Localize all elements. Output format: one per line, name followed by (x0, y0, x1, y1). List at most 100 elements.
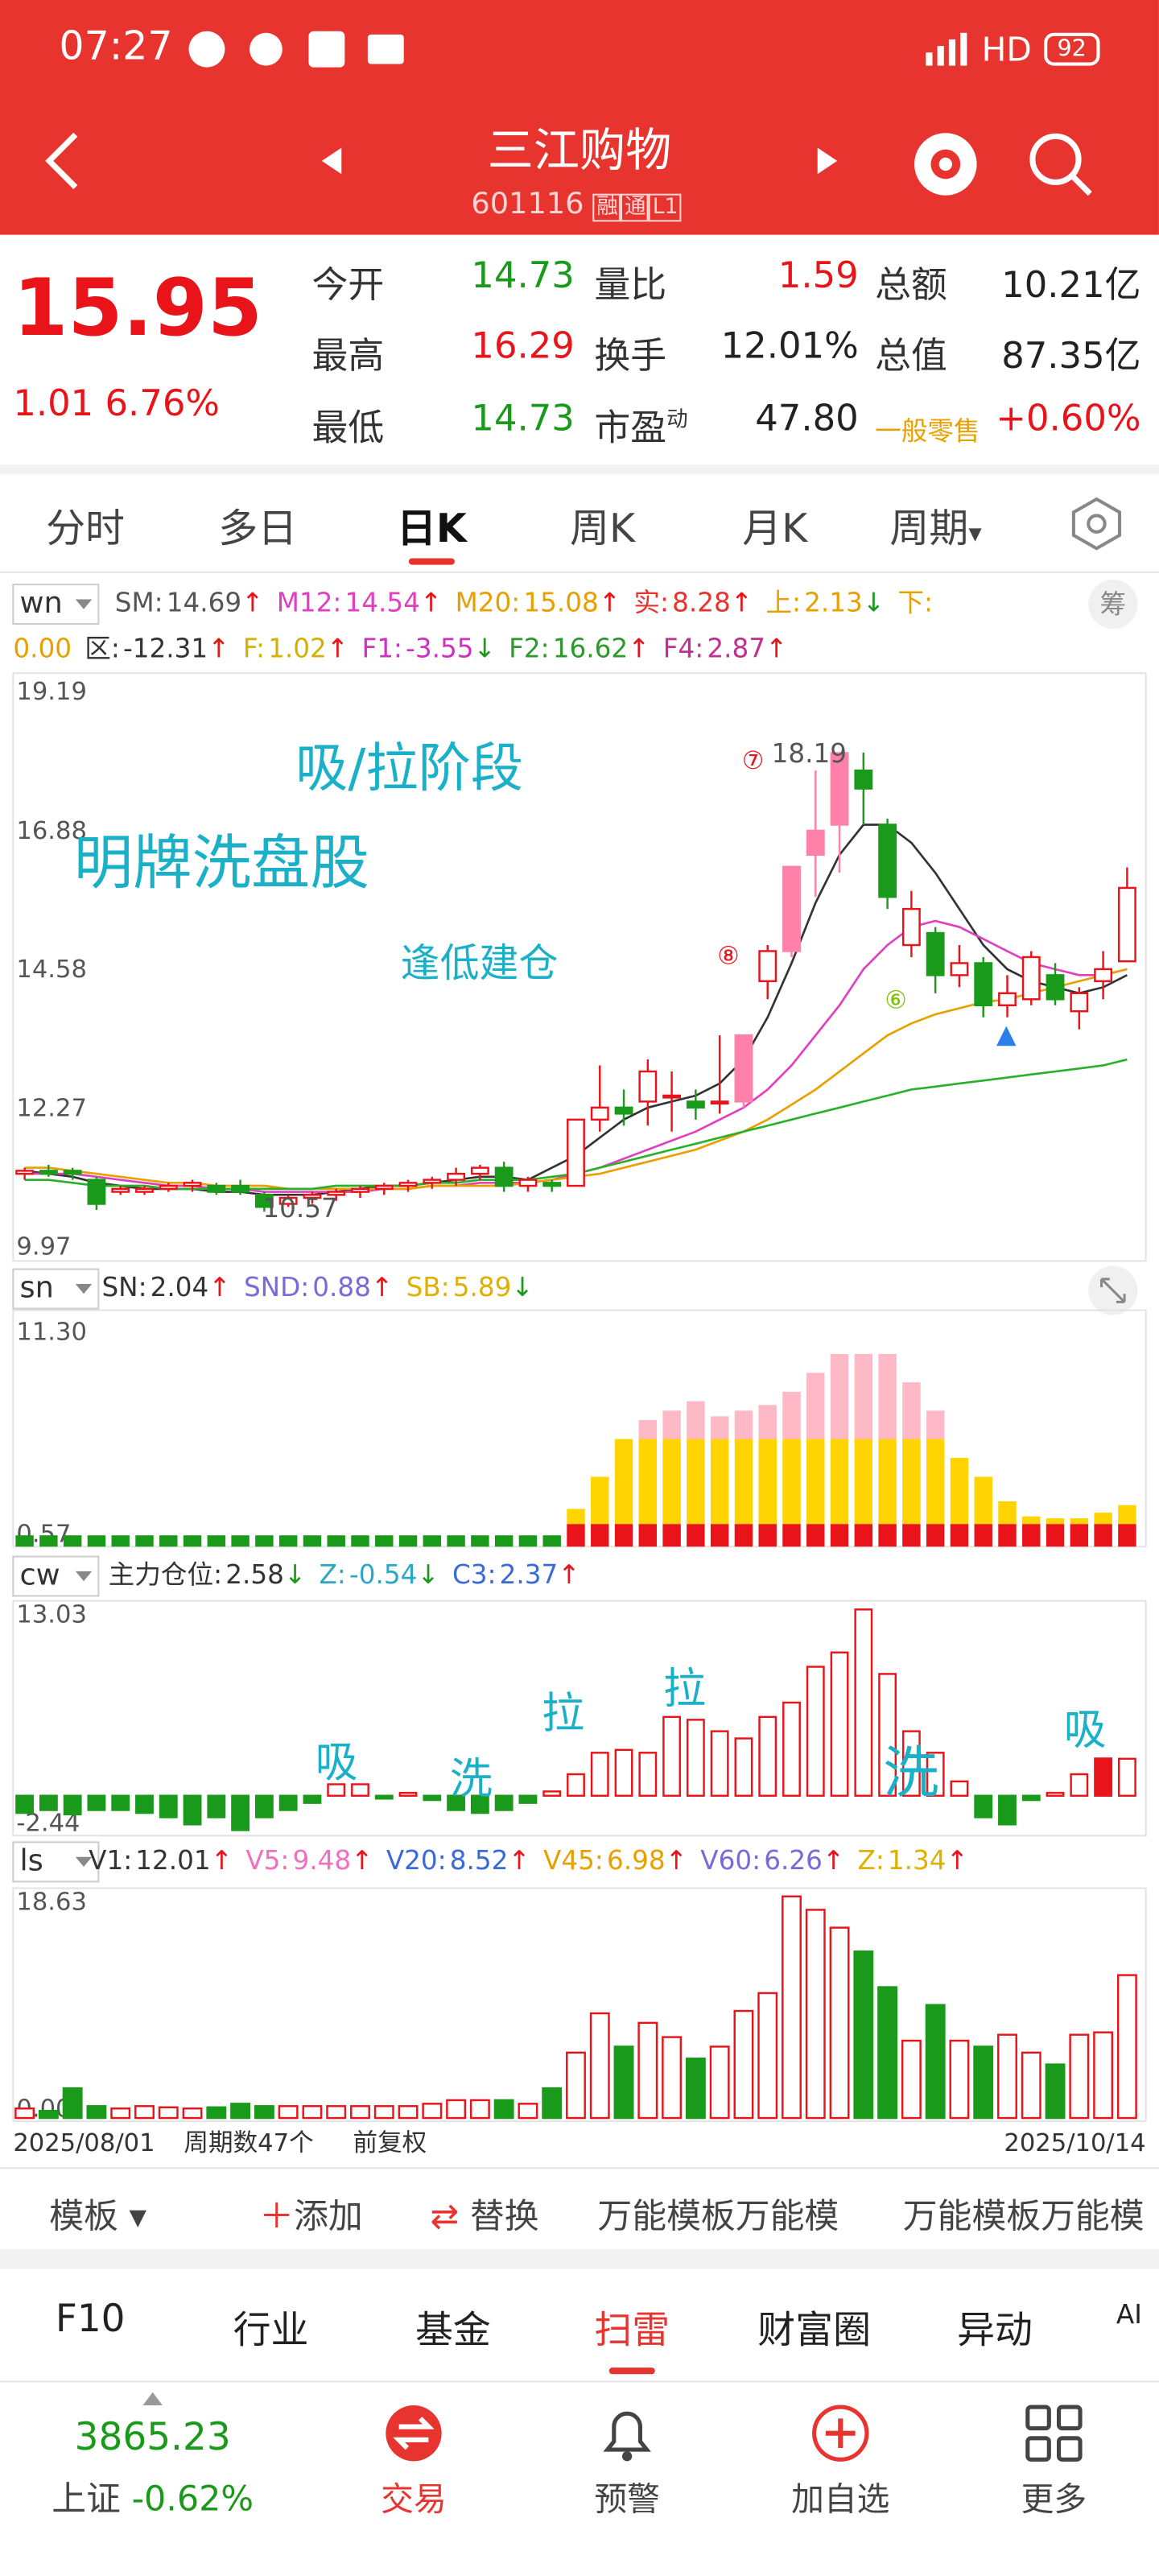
position-bar (374, 1794, 394, 1800)
stack-bar (710, 1416, 729, 1439)
stack-bar (758, 1524, 777, 1547)
position-bar (278, 1794, 298, 1811)
nav-item[interactable]: 加自选 (791, 2479, 890, 2519)
signal-icon (926, 32, 967, 66)
stack-bar (998, 1524, 1017, 1547)
trade-icon[interactable] (381, 2401, 447, 2467)
panel-frame (12, 1600, 1147, 1837)
legend-arrow: ↓ (284, 1559, 306, 1590)
mascot-icon[interactable] (909, 125, 982, 200)
info-tab[interactable]: 扫雷 (594, 2310, 670, 2353)
period-tab[interactable]: 周期▾ (889, 506, 982, 552)
stack-bar (687, 1524, 705, 1547)
position-bar (878, 1673, 897, 1797)
field-value: 12.01% (720, 326, 859, 368)
legend-label: 上: (765, 588, 801, 618)
y-tick-label: 16.88 (16, 817, 87, 845)
candle-body (278, 1196, 298, 1205)
candle-body (830, 752, 849, 826)
next-stock[interactable] (815, 144, 841, 177)
field-label: 最低 (311, 408, 385, 450)
info-tab[interactable]: F10 (55, 2298, 126, 2342)
annotation: 18.19 (772, 738, 847, 769)
candle-body (926, 931, 945, 976)
period-tab[interactable]: 分时 (46, 506, 126, 552)
period-tab[interactable]: 日K (396, 506, 467, 552)
period-tab[interactable]: 周K (569, 506, 636, 552)
candle-body (207, 1184, 226, 1193)
position-bar (87, 1794, 106, 1811)
expand-arrow (142, 2392, 163, 2406)
stack-bar (926, 1524, 945, 1547)
legend-arrow: ↑ (666, 1845, 687, 1876)
stack-bar (1094, 1513, 1112, 1525)
legend-value: 0.88 (312, 1272, 371, 1302)
info-tab[interactable]: 行业 (233, 2310, 309, 2353)
stack-bar (806, 1373, 825, 1439)
stack-bar (878, 1439, 897, 1525)
legend-label: F2: (509, 634, 550, 664)
volume-bar (829, 1926, 850, 2120)
annotation: 拉 (663, 1663, 706, 1713)
search-button[interactable] (1025, 128, 1097, 200)
stack-bar (1070, 1518, 1089, 1525)
candle-body (351, 1187, 369, 1193)
legend-label: 主力仓位: (109, 1559, 223, 1590)
legend-arrow: ↑ (371, 1272, 393, 1302)
volume-bar (925, 2004, 946, 2120)
legend-value: 9.48 (293, 1845, 352, 1876)
info-tab[interactable]: 异动 (957, 2310, 1033, 2353)
back-button[interactable] (39, 128, 89, 194)
indicator-select (12, 584, 100, 625)
candle-body (159, 1184, 178, 1191)
change-pct: 6.76% (105, 384, 221, 426)
dropdown-arrow (75, 1856, 93, 1868)
legend-arrow: ↑ (765, 634, 787, 664)
candle-body (1094, 968, 1113, 983)
period-tab[interactable]: 月K (742, 506, 808, 552)
index-info[interactable]: 上证 -0.62% (52, 2473, 254, 2522)
legend-arrow: ↑ (628, 634, 650, 664)
position-bar (111, 1794, 130, 1811)
template-item[interactable]: 万能模板万能模 (597, 2196, 839, 2236)
alert-icon[interactable] (594, 2401, 660, 2467)
prev-stock[interactable] (319, 144, 345, 177)
stack-bar (638, 1524, 658, 1547)
add-button[interactable]: ＋添加 (259, 2196, 363, 2236)
volume-bar (469, 2099, 490, 2120)
candle-body (231, 1184, 250, 1193)
stack-bar (878, 1524, 897, 1547)
nav-item[interactable]: 预警 (594, 2479, 660, 2519)
more-icon[interactable] (1021, 2401, 1087, 2467)
annotation: 吸 (316, 1737, 358, 1787)
legend-arrow: ↑ (508, 1845, 530, 1876)
volume-bar (637, 2021, 658, 2120)
stack-bar (63, 1535, 82, 1547)
nav-item[interactable]: 更多 (1021, 2479, 1087, 2519)
position-bar (590, 1752, 609, 1797)
candle-body (854, 769, 873, 790)
replace-button[interactable]: ⇄ 替换 (430, 2196, 539, 2236)
stack-bar (710, 1524, 729, 1547)
template-item[interactable]: 万能模板万能模 (902, 2196, 1145, 2236)
volume-bar (38, 2109, 59, 2120)
nav-item[interactable]: 交易 (381, 2479, 447, 2519)
stack-bar (231, 1535, 250, 1547)
index-value[interactable]: 3865.23 (74, 2417, 231, 2460)
volume-bar (62, 2087, 83, 2120)
legend-label: Z: (320, 1559, 346, 1590)
info-tab[interactable]: AI (1116, 2298, 1142, 2330)
volume-bar (230, 2103, 251, 2120)
period-tab[interactable]: 多日 (218, 506, 298, 552)
template-button[interactable]: 模板 ▾ (49, 2196, 146, 2236)
indicator-key: cw (19, 1558, 60, 1592)
volume-bar (613, 2046, 634, 2120)
info-tab[interactable]: 财富圈 (757, 2310, 872, 2353)
field-label: 市盈动 (594, 408, 688, 450)
info-tab[interactable]: 基金 (415, 2310, 491, 2353)
legend-value: 6.98 (607, 1845, 666, 1876)
add-watch-icon[interactable] (807, 2401, 873, 2467)
x-axis-label: 前复权 (353, 2129, 427, 2157)
field-label: 总额 (875, 266, 947, 308)
settings-button[interactable] (1067, 496, 1126, 551)
